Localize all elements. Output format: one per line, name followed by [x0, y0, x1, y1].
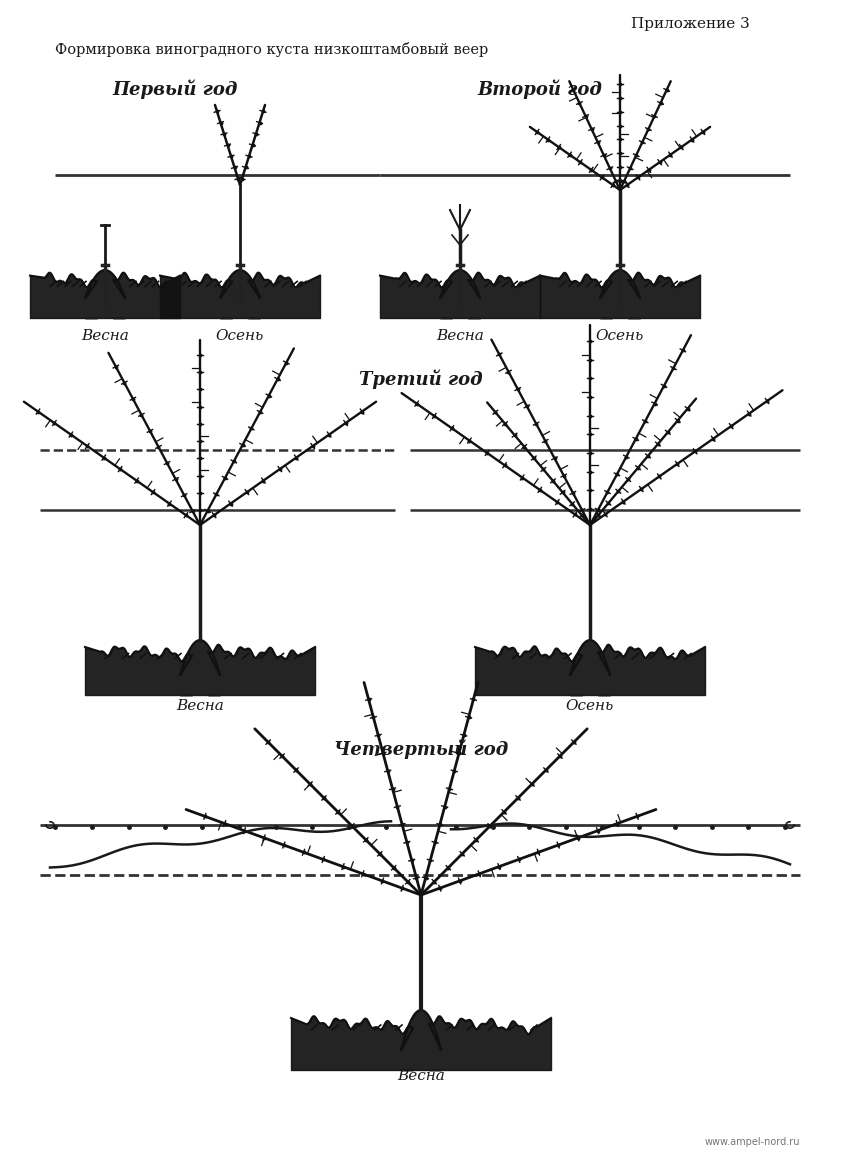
Text: Весна: Весна — [81, 329, 129, 342]
Text: Приложение 3: Приложение 3 — [632, 17, 750, 31]
Text: Осень: Осень — [566, 699, 614, 713]
Text: Третий год: Третий год — [360, 369, 482, 389]
Text: www.ampel-nord.ru: www.ampel-nord.ru — [705, 1137, 800, 1147]
Text: Второй год: Второй год — [477, 80, 602, 100]
Text: Осень: Осень — [216, 329, 264, 342]
Text: Весна: Весна — [397, 1069, 445, 1083]
Text: Весна: Весна — [176, 699, 224, 713]
Text: Первый год: Первый год — [112, 80, 237, 100]
Text: Четвертый год: Четвертый год — [334, 739, 508, 759]
Text: Весна: Весна — [436, 329, 484, 342]
Text: Осень: Осень — [596, 329, 644, 342]
Text: Формировка виноградного куста низкоштамбовый веер: Формировка виноградного куста низкоштамб… — [55, 42, 488, 57]
